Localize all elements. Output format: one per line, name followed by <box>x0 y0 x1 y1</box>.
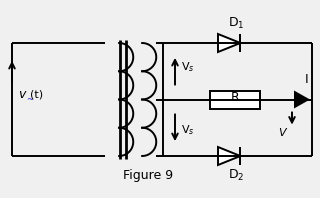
Text: $v$: $v$ <box>18 88 28 101</box>
Text: V$_s$: V$_s$ <box>181 60 195 74</box>
Text: I: I <box>305 72 309 86</box>
Polygon shape <box>218 34 240 52</box>
Text: Figure 9: Figure 9 <box>123 169 173 183</box>
Text: V$_s$: V$_s$ <box>181 123 195 137</box>
Text: D$_1$: D$_1$ <box>228 16 244 31</box>
Text: ~: ~ <box>26 95 33 104</box>
Bar <box>210 90 260 109</box>
Text: V: V <box>278 128 286 137</box>
Polygon shape <box>294 90 310 109</box>
Text: D$_2$: D$_2$ <box>228 168 244 183</box>
Text: (t): (t) <box>30 89 43 100</box>
Text: R: R <box>231 91 239 104</box>
Polygon shape <box>218 147 240 165</box>
